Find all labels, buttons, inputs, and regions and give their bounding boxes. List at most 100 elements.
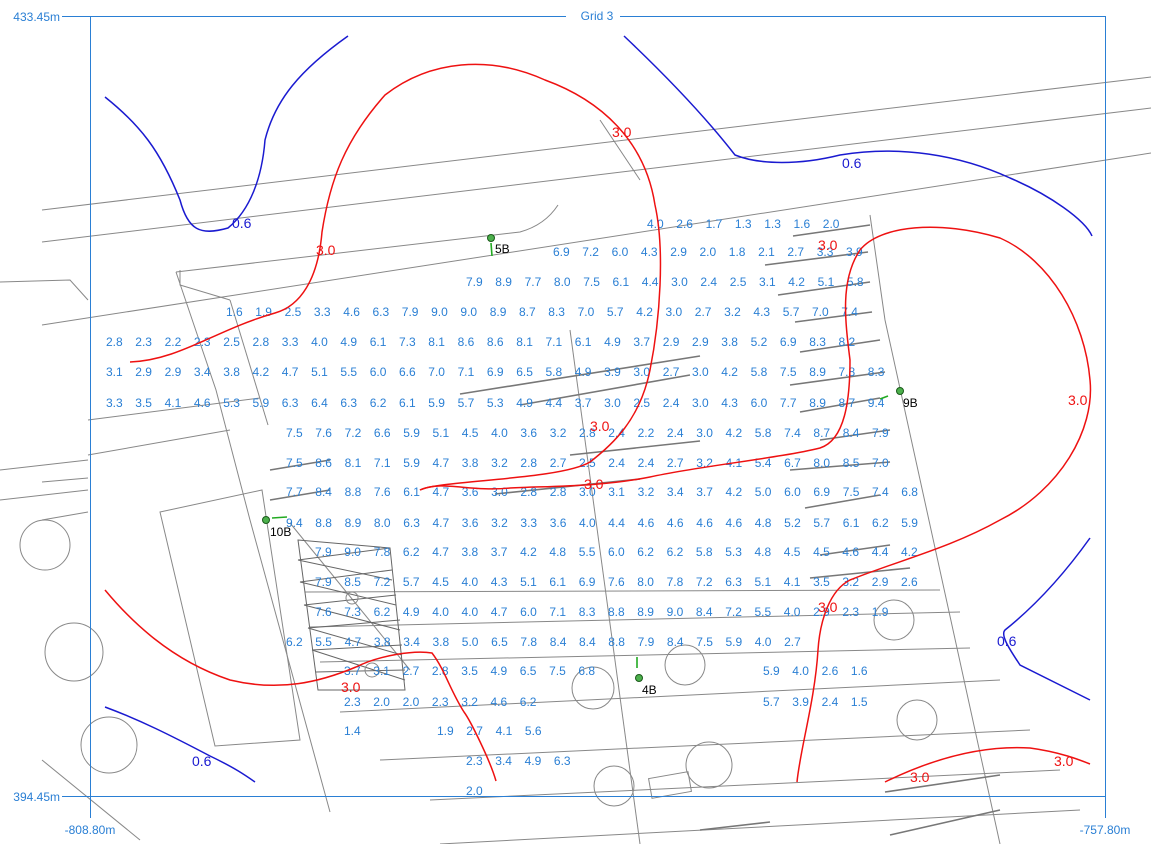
illuminance-value: 8.9 (495, 275, 512, 289)
illuminance-value: 4.5 (784, 545, 801, 559)
illuminance-value: 7.1 (546, 335, 563, 349)
illuminance-value: 7.2 (374, 575, 391, 589)
illuminance-value: 7.5 (549, 664, 566, 678)
illuminance-value: 3.4 (194, 365, 211, 379)
illuminance-value: 6.2 (667, 545, 684, 559)
illuminance-value: 6.5 (516, 365, 533, 379)
illuminance-value: 4.8 (755, 545, 772, 559)
illuminance-value: 7.8 (374, 545, 391, 559)
illuminance-value: 8.8 (345, 485, 362, 499)
illuminance-value: 7.5 (780, 365, 797, 379)
illuminance-value: 7.2 (725, 605, 742, 619)
illuminance-value: 7.8 (667, 575, 684, 589)
illuminance-value: 3.7 (491, 545, 508, 559)
illuminance-value: 4.2 (721, 365, 738, 379)
illuminance-value: 4.7 (433, 456, 450, 470)
illuminance-value: 2.5 (285, 305, 302, 319)
illuminance-value: 2.7 (403, 664, 420, 678)
isoline-label: 3.0 (590, 418, 610, 434)
illuminance-value: 4.0 (579, 516, 596, 530)
illuminance-value: 8.1 (516, 335, 533, 349)
illuminance-value: 3.2 (491, 456, 508, 470)
illuminance-value: 8.0 (813, 456, 830, 470)
illuminance-value: 1.3 (735, 217, 752, 231)
illuminance-value: 4.2 (520, 545, 537, 559)
illuminance-value: 7.1 (458, 365, 475, 379)
illuminance-value: 5.7 (458, 396, 475, 410)
illuminance-value: 3.2 (491, 516, 508, 530)
illuminance-value: 7.2 (345, 426, 362, 440)
illuminance-value: 5.9 (901, 516, 918, 530)
illuminance-value: 2.2 (638, 426, 655, 440)
illuminance-value: 6.2 (370, 396, 387, 410)
illuminance-value: 5.6 (525, 724, 542, 738)
isoline-label: 3.0 (316, 242, 336, 258)
illuminance-value: 4.0 (491, 426, 508, 440)
illuminance-value: 6.9 (579, 575, 596, 589)
illuminance-value: 3.0 (579, 485, 596, 499)
illuminance-value: 5.0 (755, 485, 772, 499)
illuminance-value: 6.9 (813, 485, 830, 499)
illuminance-value: 3.4 (495, 754, 512, 768)
illuminance-value: 2.7 (784, 635, 801, 649)
illuminance-value: 1.7 (706, 217, 723, 231)
illuminance-value: 9.4 (286, 516, 303, 530)
isoline-label: 0.6 (997, 633, 1017, 649)
illuminance-value: 8.4 (579, 635, 596, 649)
illuminance-value: 4.0 (432, 605, 449, 619)
illuminance-value: 4.9 (403, 605, 420, 619)
illuminance-value: 6.6 (399, 365, 416, 379)
illuminance-value: 3.6 (550, 516, 567, 530)
illuminance-value: 3.2 (638, 485, 655, 499)
illuminance-value: 7.0 (578, 305, 595, 319)
illuminance-value: 4.6 (343, 305, 360, 319)
illuminance-value: 1.6 (794, 217, 811, 231)
illuminance-value: 5.9 (726, 635, 743, 649)
illuminance-value: 3.0 (671, 275, 688, 289)
illuminance-value: 8.3 (809, 335, 826, 349)
illuminance-value: 4.7 (345, 635, 362, 649)
isoline-label: 3.0 (341, 679, 361, 695)
illuminance-value: 3.8 (462, 456, 479, 470)
illuminance-value: 8.8 (608, 605, 625, 619)
illuminance-value: 3.9 (846, 245, 863, 259)
illuminance-value: 3.0 (692, 396, 709, 410)
isoline-labels: 3.03.03.03.03.03.03.03.03.03.00.60.60.60… (192, 124, 1088, 785)
illuminance-value: 7.3 (344, 605, 361, 619)
illuminance-value: 4.9 (575, 365, 592, 379)
illuminance-value: 4.4 (872, 545, 889, 559)
illuminance-value: 8.3 (868, 365, 885, 379)
illuminance-value: 8.3 (548, 305, 565, 319)
illuminance-value: 6.1 (549, 575, 566, 589)
illuminance-value: 6.9 (553, 245, 570, 259)
illuminance-value: 7.2 (582, 245, 599, 259)
isoline-label: 3.0 (1068, 392, 1088, 408)
illuminance-value: 7.7 (525, 275, 542, 289)
illuminance-value: 2.4 (822, 695, 839, 709)
illuminance-value: 5.5 (579, 545, 596, 559)
illuminance-value: 4.6 (638, 516, 655, 530)
illuminance-value: 6.3 (340, 396, 357, 410)
illuminance-value: 2.4 (608, 426, 625, 440)
aim-arrow-icon (271, 516, 288, 519)
illuminance-value: 6.3 (725, 575, 742, 589)
luminaire-10b: 10B (262, 516, 291, 539)
x-right-label: -757.80m (1080, 823, 1131, 837)
illuminance-value: 3.3 (106, 396, 123, 410)
illuminance-value: 7.1 (374, 456, 391, 470)
illuminance-value: 3.5 (135, 396, 152, 410)
illuminance-value: 2.8 (520, 456, 537, 470)
illuminance-value: 4.8 (755, 516, 772, 530)
illuminance-value: 3.8 (433, 635, 450, 649)
illuminance-value: 7.5 (843, 485, 860, 499)
illuminance-value: 5.1 (818, 275, 835, 289)
luminaire-label: 10B (270, 525, 291, 539)
illuminance-value: 2.7 (695, 305, 712, 319)
illuminance-value: 3.0 (491, 485, 508, 499)
illuminance-value: 3.1 (373, 664, 390, 678)
illuminance-value: 2.0 (373, 695, 390, 709)
illuminance-value: 2.0 (700, 245, 717, 259)
illuminance-value: 3.8 (462, 545, 479, 559)
illuminance-value: 3.3 (282, 335, 299, 349)
illuminance-value: 4.9 (516, 396, 533, 410)
